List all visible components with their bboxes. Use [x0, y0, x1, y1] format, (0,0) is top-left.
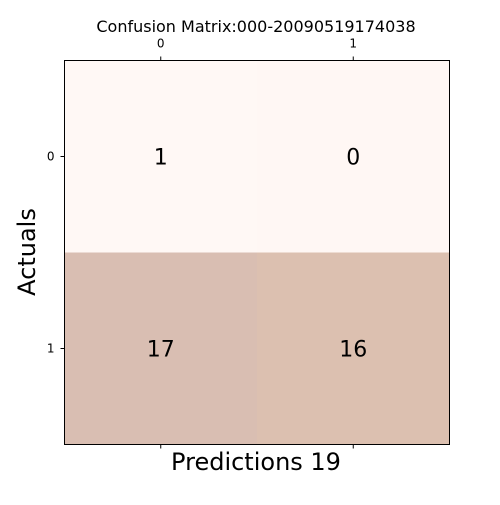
cell-value-r0-c0: 1 [154, 146, 168, 171]
cell-value-r1-c0: 17 [147, 338, 175, 363]
heatmap-cell-r1-c1 [257, 252, 450, 445]
chart-title: Confusion Matrix:000-20090519174038 [96, 17, 415, 36]
heatmap-cells: 1 0 17 16 [64, 60, 450, 445]
x-tick-label-1: 1 [349, 37, 357, 51]
heatmap-cell-r0-c0 [64, 60, 257, 253]
cell-value-r0-c1: 0 [346, 146, 360, 171]
heatmap-cell-r1-c0 [64, 252, 257, 445]
y-axis-label: Actuals [13, 208, 41, 296]
cell-value-r1-c1: 16 [339, 338, 367, 363]
x-tick-label-0: 0 [157, 37, 165, 51]
heatmap-cell-r0-c1 [257, 60, 450, 253]
x-axis-label: Predictions 19 [171, 448, 341, 476]
y-tick-label-0: 0 [47, 150, 55, 164]
plot-frame [64, 60, 450, 445]
axis-ticks: 0 1 0 1 [47, 37, 357, 449]
y-tick-label-1: 1 [47, 342, 55, 356]
